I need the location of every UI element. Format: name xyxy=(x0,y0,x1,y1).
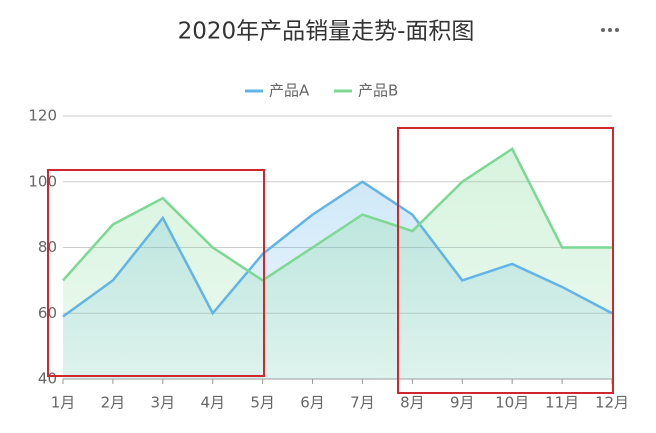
x-tick-label: 6月 xyxy=(300,394,325,412)
x-tick-label: 8月 xyxy=(400,394,425,412)
x-tick-label: 3月 xyxy=(151,394,176,412)
x-tick-label: 4月 xyxy=(200,394,225,412)
highlight-box xyxy=(47,169,265,377)
x-tick-label: 10月 xyxy=(495,394,529,412)
y-tick-label: 100 xyxy=(28,172,57,190)
legend-label: 产品B xyxy=(358,82,398,100)
x-tick-label: 12月 xyxy=(595,394,629,412)
area xyxy=(63,148,612,379)
y-tick-label: 40 xyxy=(38,370,57,388)
chart-title: 2020年产品销量走势-面积图 xyxy=(178,19,475,45)
menu-icon[interactable] xyxy=(601,28,619,32)
x-tick-label: 1月 xyxy=(51,394,76,412)
x-tick-label: 11月 xyxy=(545,394,579,412)
highlight-box xyxy=(397,127,614,394)
x-tick-label: 7月 xyxy=(350,394,375,412)
legend-label: 产品A xyxy=(269,82,310,100)
x-tick-label: 2月 xyxy=(101,394,126,412)
y-tick-label: 120 xyxy=(28,107,57,125)
x-tick-label: 9月 xyxy=(450,394,475,412)
x-tick-label: 5月 xyxy=(250,394,275,412)
line xyxy=(62,180,613,318)
line xyxy=(62,147,612,282)
